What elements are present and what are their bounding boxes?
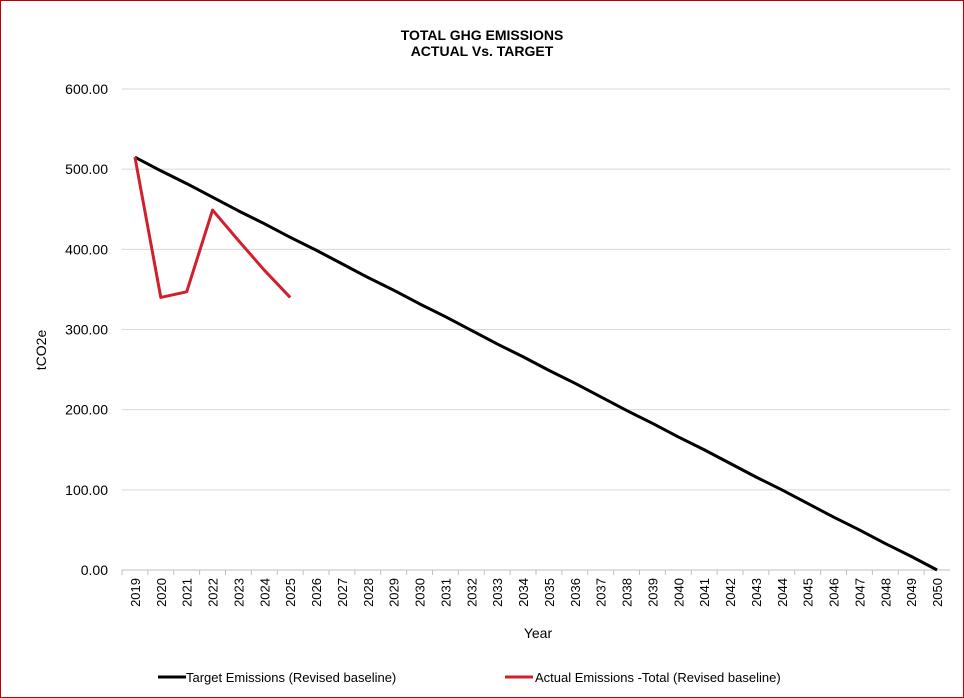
y-tick-label: 400.00 <box>65 241 108 257</box>
chart-title-line2: ACTUAL Vs. TARGET <box>410 43 554 59</box>
series-line-actual <box>133 156 292 299</box>
x-tick-label: 2043 <box>749 578 764 607</box>
legend-label: Target Emissions (Revised baseline) <box>186 670 396 685</box>
gridlines <box>122 88 950 571</box>
x-tick-label: 2050 <box>930 578 945 607</box>
x-tick-label: 2034 <box>516 578 531 607</box>
x-tick-label: 2045 <box>801 578 816 607</box>
x-tick-label: 2022 <box>206 578 221 607</box>
x-tick-label: 2021 <box>180 578 195 607</box>
x-tick-label: 2025 <box>283 578 298 607</box>
x-tick-label: 2032 <box>464 578 479 607</box>
chart-title-line1: TOTAL GHG EMISSIONS <box>400 27 564 43</box>
x-tick-label: 2026 <box>309 578 324 607</box>
x-tick-label: 2030 <box>413 578 428 607</box>
x-tick-label: 2035 <box>542 578 557 607</box>
x-tick-label: 2019 <box>128 578 143 607</box>
x-tick-label: 2036 <box>568 578 583 607</box>
y-tick-label: 500.00 <box>65 161 108 177</box>
series-line-target <box>134 155 938 572</box>
x-tick-label: 2027 <box>335 578 350 607</box>
x-tick-label: 2041 <box>697 578 712 607</box>
x-axis-ticks: 2019 2020 2021 2022 2023 2024 2025 2026 2027 2028… <box>121 570 945 607</box>
series-group <box>133 155 938 572</box>
x-tick-label: 2023 <box>231 578 246 607</box>
x-axis-label: Year <box>524 625 553 641</box>
y-tick-label: 300.00 <box>65 322 108 338</box>
y-tick-label: 600.00 <box>65 81 108 97</box>
x-tick-label: 2028 <box>361 578 376 607</box>
x-tick-label: 2046 <box>827 578 842 607</box>
x-tick-label: 2039 <box>645 578 660 607</box>
x-tick-label: 2020 <box>154 578 169 607</box>
x-tick-label: 2031 <box>438 578 453 607</box>
legend: Target Emissions (Revised baseline) Actua… <box>158 670 781 685</box>
x-tick-label: 2047 <box>852 578 867 607</box>
x-tick-label: 2049 <box>904 578 919 607</box>
x-tick-label: 2037 <box>594 578 609 607</box>
x-tick-label: 2038 <box>620 578 635 607</box>
y-axis-ticks: 0.00 100.00 200.00 300.00 400.00 500.00 600.00 <box>65 81 108 578</box>
x-tick-label: 2042 <box>723 578 738 607</box>
y-axis-label: tCO2e <box>33 330 49 371</box>
y-tick-label: 0.00 <box>81 562 108 578</box>
y-tick-label: 200.00 <box>65 402 108 418</box>
x-tick-label: 2048 <box>878 578 893 607</box>
x-tick-label: 2044 <box>775 578 790 607</box>
x-tick-label: 2033 <box>490 578 505 607</box>
legend-label: Actual Emissions -Total (Revised baselin… <box>535 670 781 685</box>
x-tick-label: 2024 <box>257 578 272 607</box>
y-tick-label: 100.00 <box>65 482 108 498</box>
x-tick-label: 2029 <box>387 578 402 607</box>
x-tick-label: 2040 <box>671 578 686 607</box>
